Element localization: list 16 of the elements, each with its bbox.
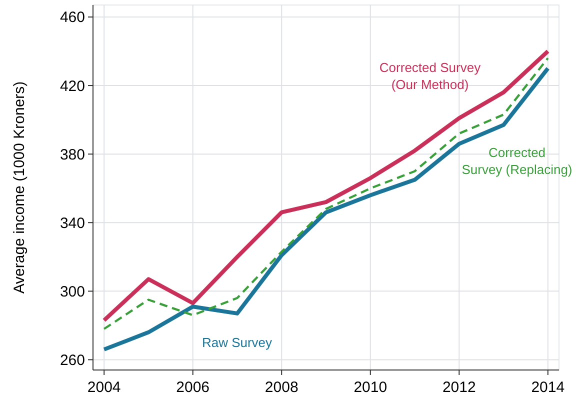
x-tick-label: 2008 bbox=[264, 379, 298, 396]
series-label: Corrected Survey (Replacing) bbox=[462, 145, 572, 177]
x-tick-label: 2014 bbox=[531, 379, 565, 396]
x-tick-label: 2006 bbox=[176, 379, 210, 396]
x-tick-label: 2012 bbox=[442, 379, 476, 396]
y-tick-label: 460 bbox=[60, 9, 85, 26]
series-label: Corrected Survey (Our Method) bbox=[379, 60, 482, 92]
y-axis-title: Average income (1000 Kroners) bbox=[11, 81, 28, 294]
x-tick-label: 2004 bbox=[87, 379, 121, 396]
x-tick-label: 2010 bbox=[354, 379, 388, 396]
y-tick-label: 340 bbox=[60, 214, 85, 232]
y-tick-label: 380 bbox=[60, 146, 85, 164]
y-tick-label: 260 bbox=[60, 352, 85, 369]
y-tick-label: 300 bbox=[60, 283, 85, 300]
y-tick-label: 420 bbox=[60, 78, 85, 95]
text: Raw Survey bbox=[202, 335, 273, 350]
